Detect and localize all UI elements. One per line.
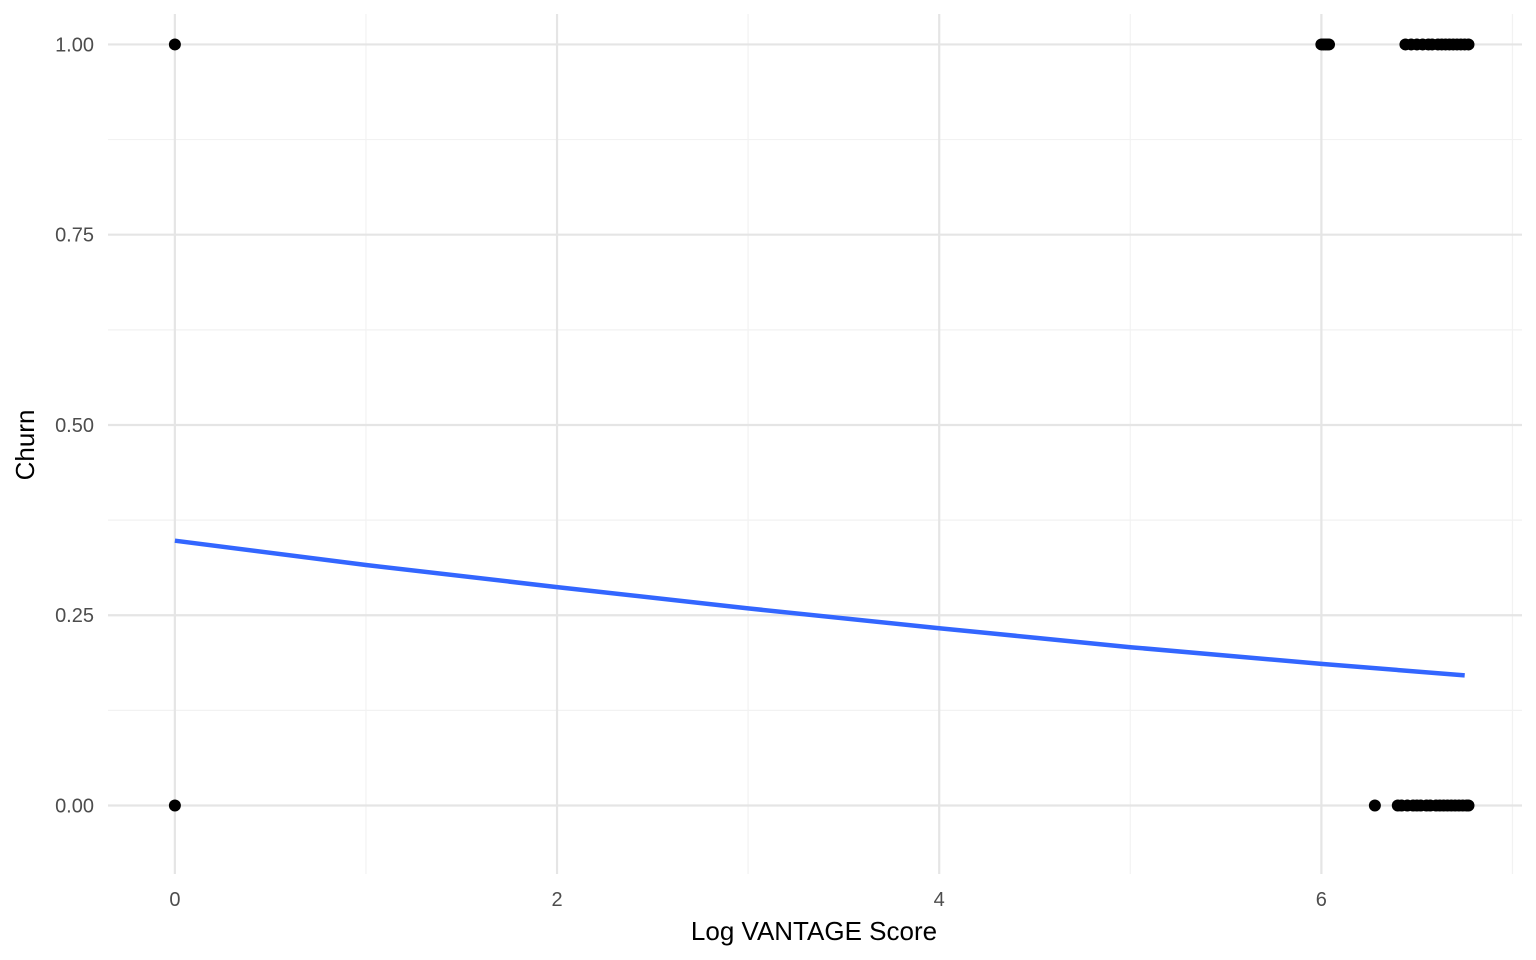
y-tick-label: 0.50 <box>55 415 94 437</box>
y-tick-label: 0.75 <box>55 225 94 247</box>
y-axis-title: Churn <box>10 410 40 481</box>
data-point <box>1368 799 1381 812</box>
data-point <box>1462 38 1475 51</box>
x-tick-label: 6 <box>1316 889 1327 911</box>
x-tick-label: 4 <box>934 889 945 911</box>
fit-line-layer <box>174 538 1465 678</box>
data-point <box>168 38 181 51</box>
x-tick-label: 0 <box>169 889 180 911</box>
y-tick-label: 1.00 <box>55 34 94 56</box>
points-layer <box>168 38 1475 812</box>
x-tick-labels: 0 2 4 6 <box>169 889 1327 911</box>
data-point <box>168 799 181 812</box>
y-tick-label: 0.25 <box>55 605 94 627</box>
data-point <box>1323 38 1336 51</box>
y-tick-labels: 0.00 0.25 0.50 0.75 1.00 <box>55 34 94 817</box>
data-point <box>1462 799 1475 812</box>
x-axis-title: Log VANTAGE Score <box>691 916 937 946</box>
y-tick-label: 0.00 <box>55 796 94 818</box>
x-tick-label: 2 <box>551 889 562 911</box>
fit-line <box>174 538 1465 678</box>
